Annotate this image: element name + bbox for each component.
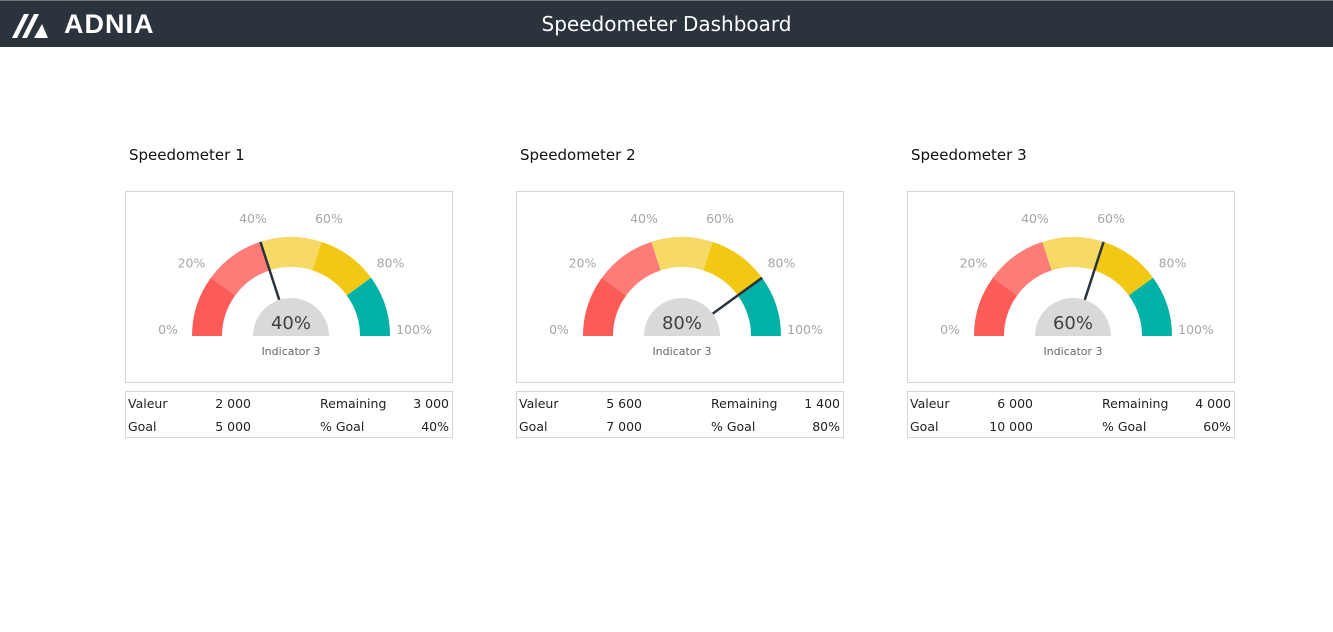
values-table: Valeur 2 000 Remaining 3 000 Goal 5 000 … <box>125 391 453 438</box>
table-row: Valeur 6 000 Remaining 4 000 <box>908 392 1234 415</box>
gauge-needle <box>259 241 281 301</box>
gauge-segment <box>260 237 322 271</box>
valeur-label: Valeur <box>519 396 559 411</box>
speedometer-title: Speedometer 2 <box>520 146 636 164</box>
valeur-label: Valeur <box>128 396 168 411</box>
table-row: Goal 10 000 % Goal 60% <box>908 415 1234 438</box>
valeur-label: Valeur <box>910 396 950 411</box>
values-table: Valeur 5 600 Remaining 1 400 Goal 7 000 … <box>516 391 844 438</box>
gauge-segment <box>651 237 713 271</box>
scale-label: 20% <box>960 256 988 271</box>
remaining-label: Remaining <box>711 396 778 411</box>
indicator-label: Indicator 3 <box>652 345 711 358</box>
gauge-needle <box>712 276 763 315</box>
gauge-segment <box>583 277 627 336</box>
gauge-value: 60% <box>1053 313 1093 334</box>
scale-label: 40% <box>239 211 267 226</box>
scale-label: 80% <box>377 256 405 271</box>
remaining-value: 3 000 <box>413 396 449 411</box>
gauge-segment <box>192 277 236 336</box>
pct-goal-label: % Goal <box>711 419 756 434</box>
pct-goal-label: % Goal <box>1102 419 1147 434</box>
goal-label: Goal <box>128 419 157 434</box>
scale-label: 40% <box>1021 211 1049 226</box>
gauge-segment <box>312 241 372 296</box>
scale-label: 20% <box>569 256 597 271</box>
gauge-needle <box>1083 241 1105 301</box>
goal-label: Goal <box>519 419 548 434</box>
gauge-value: 80% <box>662 313 702 334</box>
scale-label: 100% <box>787 322 823 337</box>
adnia-logo-icon <box>12 13 48 38</box>
table-row: Valeur 2 000 Remaining 3 000 <box>126 392 452 415</box>
adnia-logo: ADNIA <box>10 9 155 40</box>
scale-label: 100% <box>396 322 432 337</box>
table-row: Goal 7 000 % Goal 80% <box>517 415 843 438</box>
scale-label: 20% <box>178 256 206 271</box>
speedometer-title: Speedometer 1 <box>129 146 245 164</box>
goal-value: 10 000 <box>989 419 1033 434</box>
indicator-label: Indicator 3 <box>261 345 320 358</box>
brand-name: ADNIA <box>64 9 155 39</box>
valeur-value: 5 600 <box>606 396 642 411</box>
gauge-segment <box>737 277 781 336</box>
gauge-segment <box>703 241 763 296</box>
scale-label: 60% <box>315 211 343 226</box>
pct-goal-value: 80% <box>812 419 840 434</box>
scale-label: 60% <box>1097 211 1125 226</box>
valeur-value: 2 000 <box>215 396 251 411</box>
gauge-segment <box>346 277 390 336</box>
valeur-value: 6 000 <box>997 396 1033 411</box>
scale-label: 100% <box>1178 322 1214 337</box>
scale-label: 60% <box>706 211 734 226</box>
gauge-value: 40% <box>271 313 311 334</box>
gauge-chart: 0% 20% 40% 60% 80% 100% 60% Indicator 3 <box>907 191 1235 383</box>
scale-label: 40% <box>630 211 658 226</box>
gauge-chart: 0% 20% 40% 60% 80% 100% 80% Indicator 3 <box>516 191 844 383</box>
gauge-segment <box>210 241 270 296</box>
gauge-segment <box>1094 241 1154 296</box>
header-bar: ADNIA Speedometer Dashboard <box>0 0 1333 47</box>
scale-label: 0% <box>940 322 960 337</box>
gauge-segment <box>1128 277 1172 336</box>
gauge-segment <box>601 241 661 296</box>
scale-label: 0% <box>158 322 178 337</box>
remaining-value: 4 000 <box>1195 396 1231 411</box>
pct-goal-value: 40% <box>421 419 449 434</box>
gauge-chart: 0% 20% 40% 60% 80% 100% 40% Indicator 3 <box>125 191 453 383</box>
remaining-label: Remaining <box>320 396 387 411</box>
speedometer-title: Speedometer 3 <box>911 146 1027 164</box>
table-row: Valeur 5 600 Remaining 1 400 <box>517 392 843 415</box>
goal-value: 5 000 <box>215 419 251 434</box>
remaining-value: 1 400 <box>804 396 840 411</box>
pct-goal-label: % Goal <box>320 419 365 434</box>
gauge-hub <box>1035 298 1111 336</box>
gauge-segment <box>1042 237 1104 271</box>
scale-label: 80% <box>768 256 796 271</box>
remaining-label: Remaining <box>1102 396 1169 411</box>
table-row: Goal 5 000 % Goal 40% <box>126 415 452 438</box>
scale-label: 80% <box>1159 256 1187 271</box>
scale-label: 0% <box>549 322 569 337</box>
goal-label: Goal <box>910 419 939 434</box>
pct-goal-value: 60% <box>1203 419 1231 434</box>
gauge-hub <box>253 298 329 336</box>
dashboard-title: Speedometer Dashboard <box>541 12 792 36</box>
gauge-segment <box>974 277 1018 336</box>
values-table: Valeur 6 000 Remaining 4 000 Goal 10 000… <box>907 391 1235 438</box>
indicator-label: Indicator 3 <box>1043 345 1102 358</box>
goal-value: 7 000 <box>606 419 642 434</box>
gauge-hub <box>644 298 720 336</box>
gauge-segment <box>992 241 1052 296</box>
